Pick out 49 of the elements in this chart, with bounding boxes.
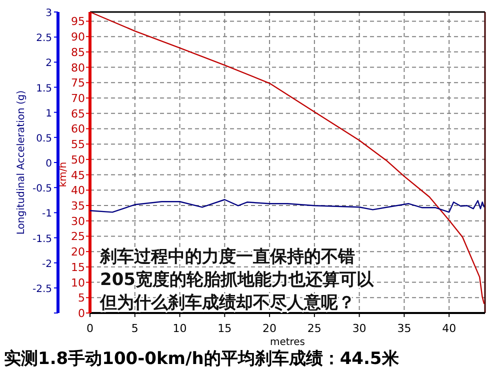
y-tick-label: 30 xyxy=(71,214,85,228)
y-tick-label: 45 xyxy=(71,168,85,182)
y-tick-label: 70 xyxy=(71,92,85,105)
x-tick-label: 5 xyxy=(131,322,138,335)
x-tick-label: 35 xyxy=(397,322,412,335)
y-tick-label: 90 xyxy=(71,30,85,44)
y-tick-label: 60 xyxy=(71,122,85,136)
x-tick-label: 15 xyxy=(218,322,232,335)
y-tick-label: 75 xyxy=(71,76,85,90)
y-tick-label: 40 xyxy=(71,184,85,198)
y2-tick-label: -2.5 xyxy=(32,284,52,295)
y-tick-label: 0 xyxy=(78,307,85,320)
y-tick-label: 55 xyxy=(71,138,85,152)
annotation: 205宽度的轮胎抓地能力也还算可以 xyxy=(100,270,374,290)
y2-tick-label: 1 xyxy=(46,108,52,120)
y-tick-label: 95 xyxy=(71,15,85,28)
y-tick-label: 20 xyxy=(71,246,85,259)
y-tick-label: 80 xyxy=(71,61,85,74)
x-tick-label: 0 xyxy=(86,322,94,335)
y2-tick-label: -0.5 xyxy=(32,184,52,195)
y-tick-label: 65 xyxy=(71,107,85,120)
text: 实测1.8手动100-0km/h的平均刹车成绩：44.5米 xyxy=(4,349,400,369)
y-tick-label: 50 xyxy=(71,153,85,166)
x-tick-label: 20 xyxy=(262,322,277,335)
y-tick-label: 5 xyxy=(78,292,85,305)
y-axis-title: km/h xyxy=(58,162,69,188)
y2-tick-label: -1.5 xyxy=(32,234,52,245)
annotation: 刹车过程中的力度一直保持的不错 xyxy=(99,247,355,267)
x-tick-label: 25 xyxy=(307,322,322,335)
y2-tick-label: 0 xyxy=(46,158,52,170)
y2-tick-label: 1.5 xyxy=(36,83,52,94)
y2-tick-label: 0.5 xyxy=(36,133,52,144)
x-tick-label: 10 xyxy=(172,322,187,335)
annotation: 但为什么刹车成绩却不尽人意呢？ xyxy=(99,293,355,313)
y-tick-label: 10 xyxy=(71,276,85,290)
y2-axis-title: Longitudinal Acceleration (g) xyxy=(16,90,27,235)
y-tick-label: 15 xyxy=(71,260,85,274)
x-tick-label: 40 xyxy=(442,322,456,335)
y2-tick-label: -2 xyxy=(42,258,52,270)
line-series xyxy=(89,199,485,213)
y2-tick-label: -1 xyxy=(42,208,52,220)
y-tick-label: 85 xyxy=(71,46,85,59)
x-tick-label: 30 xyxy=(352,322,366,335)
y-tick-label: 25 xyxy=(71,230,85,244)
y-tick-label: 35 xyxy=(71,200,85,212)
y2-tick-label: 2 xyxy=(46,58,52,70)
x-axis-title: metres xyxy=(270,337,306,348)
y2-tick-label: 2.5 xyxy=(36,33,52,44)
y2-tick-label: 3 xyxy=(46,8,52,19)
